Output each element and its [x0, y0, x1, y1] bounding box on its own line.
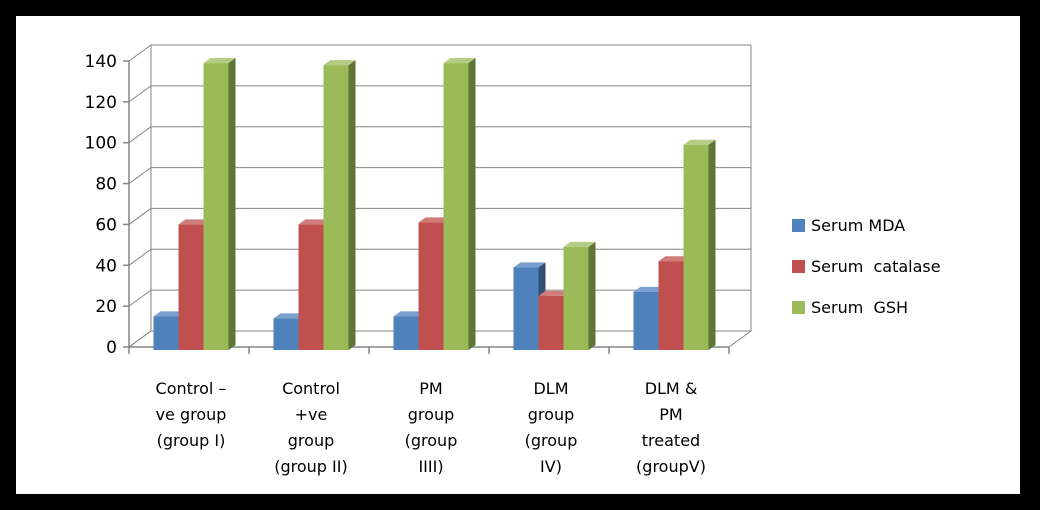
- y-tick-label: 20: [95, 297, 117, 317]
- y-tick-label: 80: [95, 175, 117, 195]
- bar-front: [658, 261, 684, 350]
- gridline: [128, 44, 751, 62]
- legend-label: Serum MDA: [811, 216, 905, 235]
- gridline: [128, 207, 751, 225]
- bar-front: [683, 144, 709, 350]
- legend-swatch: [792, 260, 805, 273]
- bar-top: [153, 311, 186, 317]
- bar-front: [418, 222, 444, 350]
- bar: [443, 58, 476, 351]
- legend: Serum MDA Serum catalase Serum GSH: [792, 216, 941, 317]
- y-tick-label: 140: [85, 52, 117, 72]
- bar-front: [153, 316, 179, 350]
- bar: [153, 311, 186, 350]
- bar-front: [178, 224, 204, 350]
- bar-front: [513, 267, 539, 350]
- bar-top: [298, 219, 331, 225]
- bar-front: [273, 318, 299, 350]
- x-tick-label: PM group (group IIII): [405, 379, 458, 476]
- bar-top: [658, 256, 691, 262]
- bar-front: [633, 291, 659, 350]
- gridline: [128, 126, 751, 144]
- gridline: [128, 167, 751, 184]
- x-tick-label: Control +ve group (group II): [274, 379, 347, 476]
- bar-top: [563, 241, 596, 247]
- bar-front: [298, 224, 324, 350]
- bar-top: [443, 58, 476, 64]
- legend-swatch: [792, 301, 805, 314]
- x-tick-label: DLM group (group IV): [525, 379, 578, 476]
- bar-top: [633, 286, 666, 292]
- bar-top: [393, 311, 426, 317]
- chart-frame: 0 20 40 60 80 100 120 140 Control – ve group (gro…: [16, 16, 1020, 494]
- bar-top: [323, 60, 356, 66]
- legend-swatch: [792, 219, 805, 232]
- bar-front: [563, 246, 589, 350]
- gridlines: [128, 44, 751, 348]
- bar-top: [203, 58, 236, 64]
- y-tick-label: 100: [85, 134, 117, 154]
- y-tick-labels: 0 20 40 60 80 100 120 140: [85, 52, 117, 358]
- bar: [563, 241, 596, 350]
- y-tick-label: 60: [95, 215, 117, 235]
- bar-front: [203, 63, 229, 351]
- legend-label: Serum GSH: [811, 298, 908, 317]
- bar: [323, 60, 356, 351]
- bar-top: [538, 290, 571, 296]
- y-tick-label: 120: [85, 93, 117, 113]
- bar-front: [538, 295, 564, 350]
- bar-front: [443, 63, 469, 351]
- gridline: [128, 85, 751, 103]
- bar-side: [348, 60, 356, 350]
- bar-top: [513, 262, 546, 268]
- bar-side: [228, 58, 236, 351]
- bar-front: [323, 65, 349, 351]
- bar-side: [588, 241, 596, 350]
- bar-top: [178, 219, 211, 225]
- gridline: [128, 289, 751, 307]
- bar-side: [708, 139, 716, 350]
- legend-label: Serum catalase: [811, 257, 941, 276]
- x-tick-label: Control – ve group (group I): [156, 379, 227, 450]
- y-tick-label: 40: [95, 256, 117, 276]
- gridline: [128, 248, 751, 266]
- chart-svg: 0 20 40 60 80 100 120 140 Control – ve group (gro…: [85, 44, 941, 476]
- x-tick-labels: Control – ve group (group I) Control +ve grou…: [156, 379, 706, 476]
- bar-top: [273, 313, 306, 319]
- bar: [203, 58, 236, 351]
- bars: [153, 58, 716, 351]
- bar-top: [418, 217, 451, 223]
- y-tick-label: 0: [106, 338, 117, 358]
- bar-top: [683, 139, 716, 145]
- x-tick-label: DLM & PM treated (groupV): [636, 379, 706, 476]
- bar-side: [468, 58, 476, 351]
- bar-front: [393, 316, 419, 350]
- bar: [683, 139, 716, 350]
